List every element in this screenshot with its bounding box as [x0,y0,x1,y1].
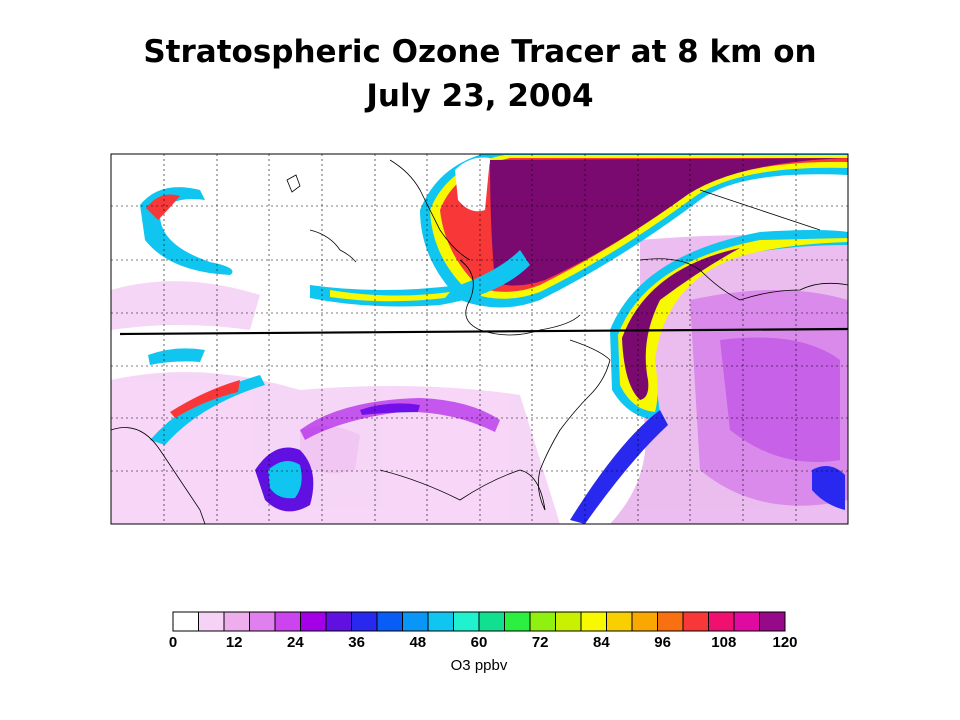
coastlines [111,159,848,524]
colorbar-swatch [606,611,633,632]
colorbar-tick-label: 72 [531,634,549,651]
colorbar-swatch [223,611,250,632]
colorbar-swatch [376,611,403,632]
colorbar-swatch [708,611,735,632]
graticule [111,154,848,524]
colorbar-swatch [427,611,454,632]
colorbar-tick-label: 36 [348,634,365,651]
colorbar-swatch [733,611,760,632]
colorbar-swatch [529,611,556,632]
title-line-1: Stratospheric Ozone Tracer at 8 km on [143,34,817,70]
colorbar-swatch [172,611,199,632]
colorbar-swatch [453,611,480,632]
colorbar-swatch [555,611,582,632]
colorbar-tick-label: 24 [287,634,304,651]
colorbar-swatch [198,611,225,632]
colorbar-swatch [631,611,658,632]
colorbar-swatch [682,611,709,632]
colorbar-tick-label: 108 [711,634,737,651]
colorbar-swatch [504,611,531,632]
cross-section-line [119,327,849,336]
colorbar-swatch [300,611,327,632]
colorbar [172,611,786,632]
colorbar-swatch [351,611,378,632]
colorbar-swatch [325,611,352,632]
colorbar-tick-label: 96 [654,634,671,651]
colorbar-swatch [274,611,301,632]
colorbar-swatch [759,611,786,632]
colorbar-tick-label: 60 [470,634,488,651]
colorbar-swatch [249,611,276,632]
colorbar-units: O3 ppbv [450,657,508,674]
colorbar-swatch [657,611,684,632]
colorbar-tick-label: 0 [168,634,178,651]
colorbar-swatch [402,611,429,632]
colorbar-tick-label: 84 [593,634,610,651]
colorbar-swatch [478,611,505,632]
plot-frame [110,153,849,525]
colorbar-swatch [580,611,607,632]
title-line-2: July 23, 2004 [366,78,594,114]
eastern-band [570,230,848,524]
ozone-field [111,154,848,524]
western-arcs [140,187,845,512]
map-title: Stratospheric Ozone Tracer at 8 km on Ju… [0,30,960,118]
northern-tongue [420,154,848,308]
colorbar-tick-label: 120 [772,634,798,651]
colorbar-tick-label: 48 [409,634,427,651]
colorbar-tick-label: 12 [225,634,243,651]
